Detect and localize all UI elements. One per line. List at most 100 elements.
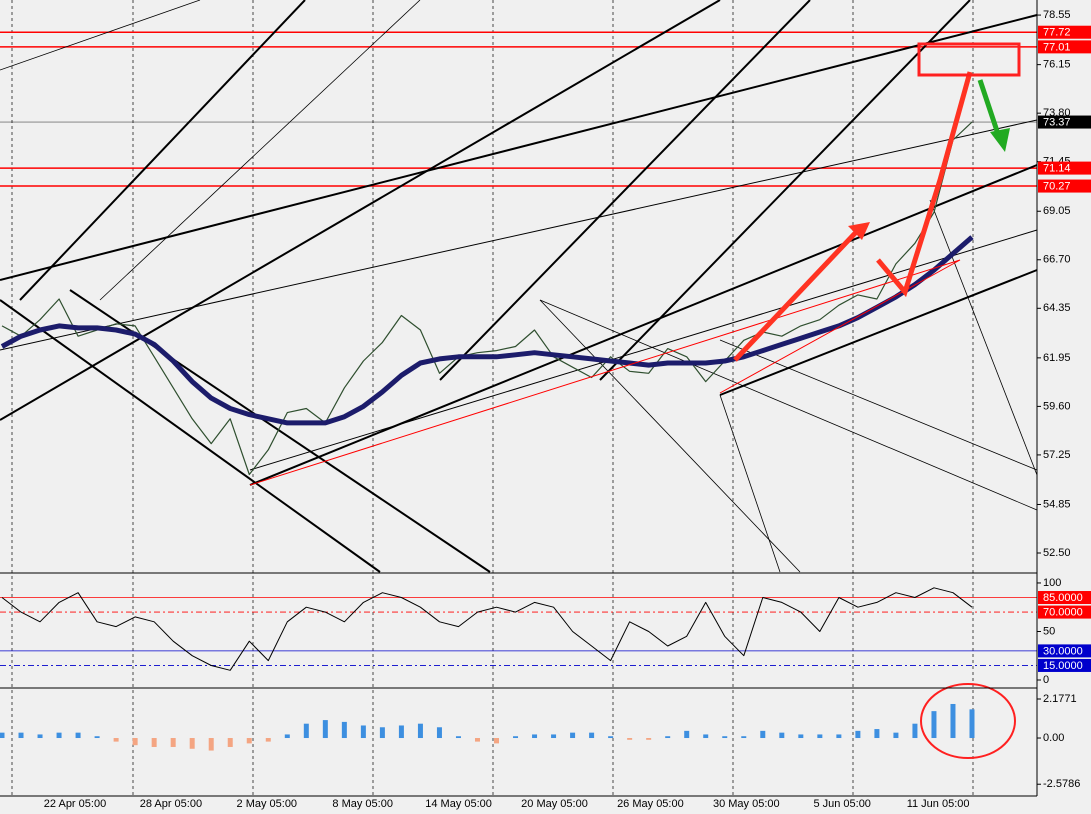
histogram-bar [455,736,461,739]
histogram-bar [570,732,576,739]
annotations [249,42,1021,759]
histogram-bar [18,732,24,739]
histogram-bar [589,732,595,739]
level-label-box [1038,658,1091,672]
histogram-bar [398,725,404,739]
x-tick-label: 30 May 05:00 [713,798,780,810]
histogram-bar [874,729,880,739]
series-line [0,235,974,426]
level-label-box [1038,115,1091,129]
y-tick-label: 52.50 [1043,547,1071,559]
level-label-box [1038,644,1091,658]
level-label: 30.0000 [1043,645,1083,657]
plot-layer [0,0,1037,795]
histogram-bar [303,723,309,739]
level-label: 77.72 [1043,27,1071,39]
x-tick-label: 5 Jun 05:00 [813,798,871,810]
histogram-bar [37,734,43,739]
histogram-bar [227,738,233,747]
y-tick-label: 54.85 [1043,498,1071,510]
series-line [1,121,973,476]
histogram-bar [513,736,519,739]
y-tick-label: 100 [1043,577,1061,589]
y-tick-label: 61.95 [1043,352,1071,364]
histogram-bar [646,738,652,740]
histogram-bar [56,732,62,739]
series-line [1,587,973,671]
histogram-bar [75,732,81,739]
histogram-bar [436,727,442,739]
level-label: 71.14 [1043,162,1071,174]
y-tick-label: 0.00 [1043,732,1064,744]
data-layer [0,121,975,751]
x-tick-label: 28 Apr 05:00 [140,798,202,810]
histogram-bar [969,709,975,739]
y-tick-label: 57.25 [1043,449,1071,461]
histogram-bar [170,738,176,747]
histogram-bar [417,723,423,739]
histogram-bar [779,732,785,739]
y-tick-label: 64.35 [1043,302,1071,314]
histogram-bar [931,711,937,739]
histogram-bar [0,732,5,739]
histogram-bar [246,738,252,744]
histogram-bar [189,738,195,749]
histogram-bar [722,736,728,739]
level-label: 77.01 [1043,41,1071,53]
y-tick-label: 2.1771 [1043,693,1077,705]
histogram-bar [265,738,271,742]
histogram-bar [284,734,290,739]
level-label: 70.27 [1043,180,1071,192]
histogram-bar [798,734,804,739]
histogram-bar [855,730,861,739]
y-tick-label: 69.05 [1043,205,1071,217]
level-label-box [1038,179,1091,193]
y-tick-label: 0 [1043,674,1049,686]
y-tick-label: 76.15 [1043,59,1071,71]
histogram-bar [684,730,690,739]
y-tick-label: 66.70 [1043,254,1071,266]
histogram-bar [132,738,138,746]
histogram-bar [836,734,842,739]
level-label-box [1038,25,1091,39]
histogram-bar [379,727,385,739]
histogram-bar [532,734,538,739]
y-tick-label: 50 [1043,625,1055,637]
x-tick-label: 2 May 05:00 [237,798,298,810]
histogram-bar [893,732,899,739]
level-label: 73.37 [1043,116,1071,128]
histogram-bar [322,720,328,739]
y-tick-label: 59.60 [1043,400,1071,412]
x-tick-label: 8 May 05:00 [332,798,393,810]
x-tick-label: 14 May 05:00 [425,798,492,810]
histogram-bar [551,734,557,739]
histogram-bar [208,738,214,751]
histogram-bar [474,738,480,742]
x-tick-label: 22 Apr 05:00 [44,798,106,810]
level-label-box [1038,161,1091,175]
histogram-bar [950,703,956,739]
level-label: 15.0000 [1043,660,1083,672]
histogram-bar [494,738,500,744]
histogram-bar [113,738,119,742]
histogram-bar [94,736,100,739]
histogram-bar [627,738,633,740]
level-label-box [1038,605,1091,619]
histogram-bar [817,734,823,739]
histogram-bar [703,734,709,739]
level-label-box [1038,40,1091,54]
histogram-bar [760,730,766,739]
histogram-bar [665,736,671,739]
x-tick-label: 20 May 05:00 [521,798,588,810]
x-tick-label: 11 Jun 05:00 [907,798,970,810]
histogram-bar [912,723,918,739]
x-tick-label: 26 May 05:00 [617,798,684,810]
y-tick-label: 78.55 [1043,9,1071,21]
histogram-bar [360,725,366,739]
y-tick-label: -2.5786 [1043,778,1080,790]
histogram-bar [151,738,157,747]
level-label: 70.0000 [1043,606,1083,618]
